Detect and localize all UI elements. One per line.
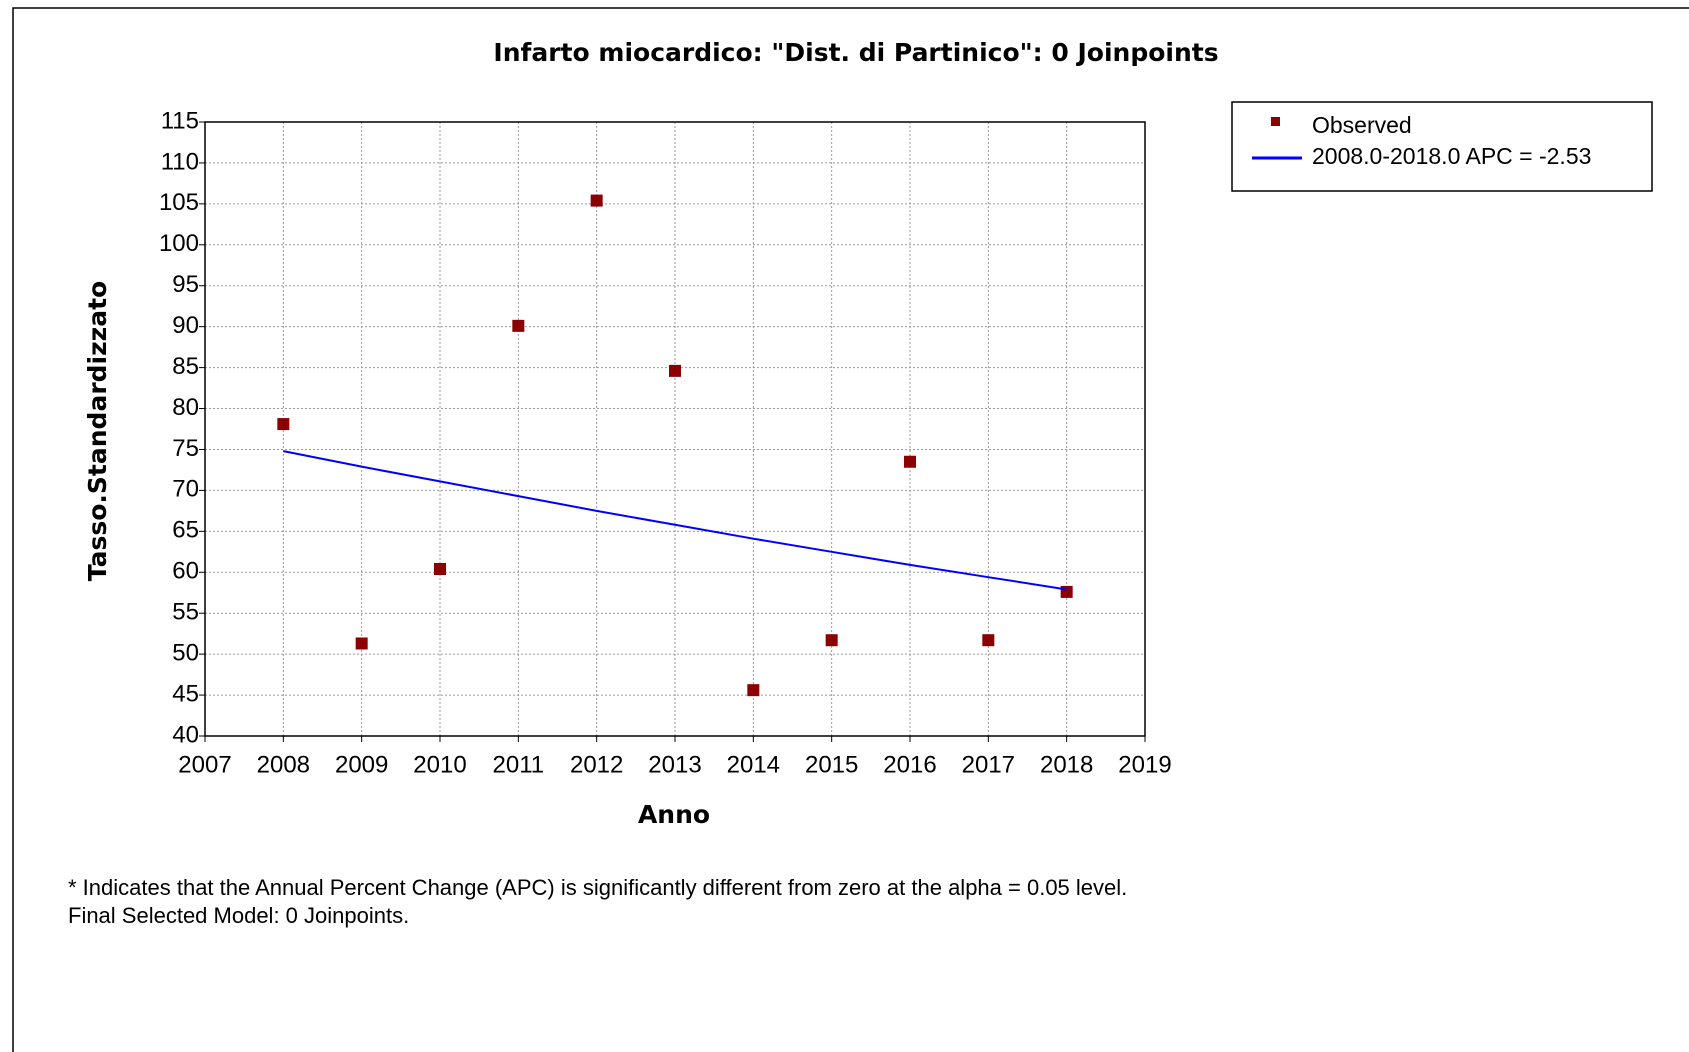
point (355, 637, 368, 650)
point (434, 562, 446, 575)
x-tick-label: 2017 (962, 751, 1015, 778)
y-tick-label: 115 (161, 107, 199, 134)
x-tick-label: 2008 (257, 751, 310, 778)
legend-box (1231, 101, 1653, 192)
y-tick-label: 85 (172, 353, 199, 380)
y-tick-label: 70 (172, 476, 199, 503)
point (982, 634, 995, 647)
x-tick-label: 2016 (883, 751, 936, 778)
x-tick-label: 2015 (805, 751, 858, 778)
point (512, 319, 525, 332)
footnote: Final Selected Model: 0 Joinpoints. (68, 903, 409, 928)
fit-line (283, 450, 1067, 591)
y-tick-label: 65 (172, 517, 199, 544)
y-tick-label: 90 (172, 312, 199, 339)
y-tick-label: 75 (172, 435, 199, 462)
plot-border (204, 121, 1146, 737)
y-tick-label: 95 (172, 271, 199, 298)
legend-label: Observed (1312, 112, 1412, 138)
x-tick-label: 2018 (1040, 751, 1093, 778)
x-tick-label: 2014 (727, 751, 780, 778)
frame (12, 7, 1689, 1052)
x-tick-label: 2010 (413, 751, 466, 778)
point (825, 634, 838, 647)
x-tick-label: 2019 (1118, 751, 1171, 778)
point (1060, 585, 1073, 598)
x-tick-label: 2013 (648, 751, 701, 778)
x-tick-label: 2009 (335, 751, 388, 778)
y-tick-label: 60 (172, 558, 199, 585)
y-tick-label: 45 (172, 680, 199, 707)
point (747, 684, 760, 697)
x-tick-label: 2012 (570, 751, 623, 778)
legend-label: 2008.0-2018.0 APC = -2.53 (1312, 143, 1591, 169)
y-axis-label: Tasso.Standardizzato (83, 281, 112, 581)
point (590, 194, 603, 207)
x-axis-label: Anno (638, 800, 710, 829)
y-tick-label: 40 (172, 721, 199, 748)
y-tick-label: 55 (172, 599, 199, 626)
legend-marker (1271, 117, 1280, 126)
y-tick-label: 50 (172, 639, 199, 666)
plot-area (205, 122, 1145, 736)
y-tick-label: 100 (159, 230, 199, 257)
x-tick-label: 2007 (178, 751, 231, 778)
y-tick-label: 110 (161, 148, 199, 175)
point (277, 418, 290, 431)
y-tick-label: 105 (159, 189, 199, 216)
point (904, 455, 916, 468)
y-tick-label: 80 (172, 394, 199, 421)
x-tick-label: 2011 (493, 751, 545, 778)
point (669, 364, 681, 377)
chart-title: Infarto miocardico: "Dist. di Partinico"… (493, 38, 1218, 67)
footnote: * Indicates that the Annual Percent Chan… (68, 875, 1127, 900)
